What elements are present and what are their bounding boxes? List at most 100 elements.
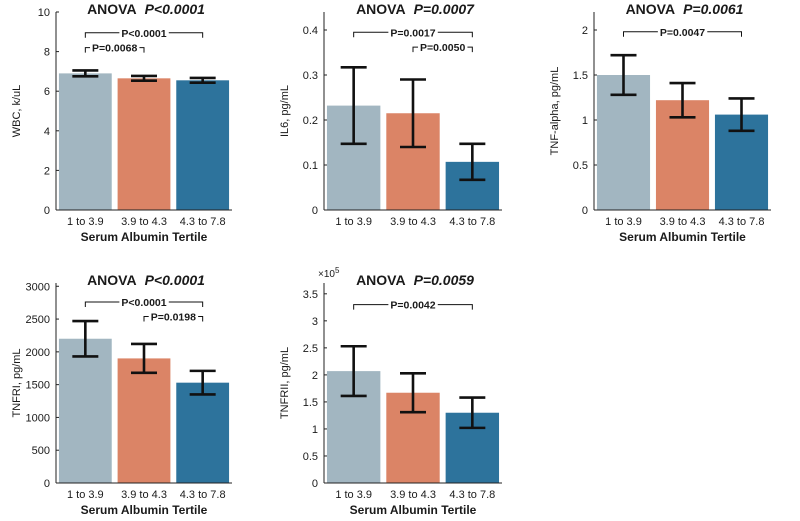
- significance-bracket-1: P=0.0017: [353, 27, 473, 40]
- x-tick-label: 4.3 to 7.8: [719, 216, 765, 228]
- error-bar-3: [459, 142, 486, 182]
- y-tick-label: 8: [44, 47, 50, 59]
- title-anova: ANOVA: [626, 1, 676, 17]
- title-p-value: P=0.0007: [414, 1, 476, 17]
- y-tick-label: 0.2: [303, 115, 318, 127]
- bracket-p-value: P=0.0068: [92, 43, 137, 55]
- significance-bracket-1: P=0.0047: [623, 26, 742, 39]
- chart-title: ANOVA P=0.0007: [356, 1, 475, 17]
- bracket-p-value: P=0.0050: [420, 42, 465, 54]
- error-bar-stroke: [72, 69, 99, 78]
- bar-3: [176, 80, 230, 210]
- error-bar-stroke: [340, 344, 367, 398]
- significance-bracket-2: P=0.0050: [412, 42, 473, 55]
- significance-bracket-2: P=0.0198: [143, 311, 204, 324]
- y-axis-label: TNFRI, pg/mL: [11, 348, 23, 417]
- y-tick-label: 2.5: [303, 343, 318, 355]
- error-bar-2: [131, 74, 157, 83]
- significance-bracket-1: P<0.0001: [84, 27, 204, 40]
- error-bar-1: [340, 344, 367, 398]
- x-axis-label: Serum Albumin Tertile: [81, 503, 208, 517]
- bar-3: [176, 382, 230, 483]
- y-tick-label: 1: [582, 115, 588, 127]
- error-bar-stroke: [459, 396, 486, 430]
- bracket-label-bg: [388, 27, 438, 40]
- x-tick-label: 1 to 3.9: [335, 489, 372, 501]
- y-axis-label: TNFRII, pg/mL: [279, 347, 291, 419]
- x-tick-label: 4.3 to 7.8: [180, 216, 226, 228]
- error-bar-stroke: [131, 74, 157, 83]
- error-bar-stroke: [340, 66, 367, 146]
- title-p-value: P=0.0061: [683, 1, 744, 17]
- y-tick-label: 3.5: [303, 289, 318, 301]
- y-tick-label: 4: [44, 126, 50, 138]
- x-tick-label: 3.9 to 4.3: [390, 216, 436, 228]
- chart-title: ANOVA P=0.0059: [356, 272, 474, 288]
- x-axis-label: Serum Albumin Tertile: [350, 503, 477, 517]
- chart-title: ANOVA P<0.0001: [87, 1, 205, 17]
- chart-title: ANOVA P=0.0061: [626, 1, 744, 17]
- y-tick-label: 10: [38, 7, 50, 19]
- chart-panel-5: 0 0.5 1 1.5 2 2.5 3 3.5 1 to 3.9 3.9 to 4.3 4.3 to…: [279, 266, 502, 517]
- bar-2: [117, 358, 171, 483]
- y-tick-label: 1.5: [303, 397, 318, 409]
- y-tick-label: 2: [44, 165, 50, 177]
- error-bar-2: [400, 371, 426, 414]
- chart-title: ANOVA P<0.0001: [87, 272, 205, 288]
- y-tick-label: 2: [582, 25, 588, 37]
- bracket-label-bg: [418, 42, 468, 55]
- bracket-p-value: P=0.0047: [660, 27, 705, 39]
- bar-1: [596, 75, 651, 210]
- bracket-p-value: P<0.0001: [121, 297, 166, 309]
- bracket-label-bg: [148, 311, 199, 324]
- bracket-p-value: P<0.0001: [121, 28, 166, 40]
- bracket-p-value: P=0.0017: [390, 27, 435, 39]
- error-bar-stroke: [131, 342, 157, 375]
- title-anova: ANOVA: [356, 272, 406, 288]
- x-tick-label: 3.9 to 4.3: [121, 216, 167, 228]
- error-bar-2: [669, 81, 696, 119]
- x-tick-label: 3.9 to 4.3: [121, 489, 167, 501]
- x-axis-label: Serum Albumin Tertile: [619, 230, 746, 244]
- title-p-value: P=0.0059: [414, 272, 475, 288]
- error-bar-stroke: [189, 369, 216, 396]
- bracket-label-bg: [119, 297, 169, 310]
- y-tick-label: 0.3: [303, 70, 318, 82]
- error-bar-1: [610, 53, 637, 97]
- x-tick-label: 1 to 3.9: [605, 216, 642, 228]
- y-axis-label: TNF-alpha, pg/mL: [549, 67, 561, 156]
- y-tick-label: 6: [44, 86, 50, 98]
- y-tick-label: 0: [312, 478, 318, 490]
- significance-bracket-2: P=0.0068: [84, 42, 145, 55]
- error-bar-stroke: [72, 319, 99, 358]
- error-bar-2: [131, 342, 157, 375]
- error-bar-3: [189, 369, 216, 396]
- title-anova: ANOVA: [356, 1, 406, 17]
- bar-2: [117, 78, 171, 210]
- title-anova: ANOVA: [87, 272, 137, 288]
- y-axis-label: IL6, pg/mL: [279, 85, 291, 137]
- axis-exponent-label: ×105: [318, 266, 340, 280]
- y-tick-label: 3000: [26, 281, 50, 293]
- error-bar-3: [189, 76, 216, 84]
- significance-bracket-1: P=0.0042: [353, 299, 473, 312]
- error-bar-stroke: [189, 76, 216, 84]
- y-tick-label: 3: [312, 316, 318, 328]
- error-bar-1: [72, 69, 99, 78]
- y-tick-label: 0.5: [573, 160, 588, 172]
- exponent-base: ×10: [318, 269, 335, 280]
- error-bar-3: [728, 97, 755, 133]
- x-axis-label: Serum Albumin Tertile: [81, 230, 208, 244]
- y-tick-label: 0: [44, 205, 50, 217]
- bracket-label-bg: [90, 42, 140, 55]
- title-p-value: P<0.0001: [145, 272, 206, 288]
- y-tick-label: 0: [312, 205, 318, 217]
- y-tick-label: 2000: [26, 347, 50, 359]
- bracket-label-bg: [388, 299, 438, 312]
- error-bar-stroke: [610, 53, 637, 97]
- bracket-p-value: P=0.0198: [151, 311, 196, 323]
- title-anova: ANOVA: [87, 1, 137, 17]
- x-tick-label: 4.3 to 7.8: [449, 216, 495, 228]
- chart-panel-2: 0 0.1 0.2 0.3 0.4 1 to 3.9 3.9 to 4.3 4.3 to 7.…: [279, 1, 502, 228]
